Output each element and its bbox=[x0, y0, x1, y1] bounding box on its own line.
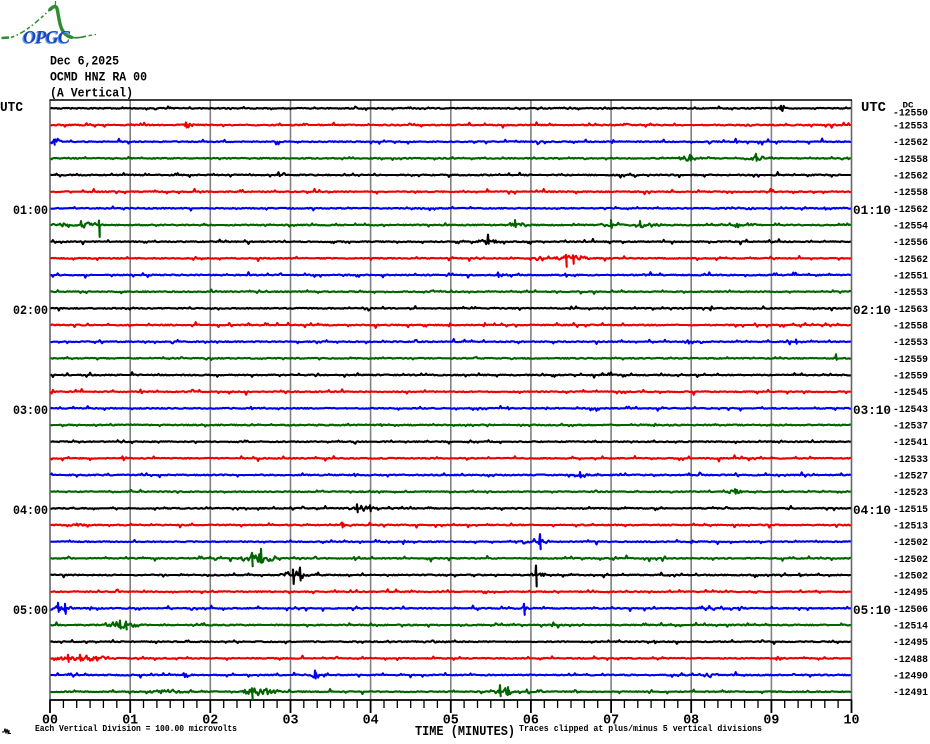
svg-text:-12537: -12537 bbox=[893, 422, 928, 433]
svg-text:Traces clipped at plus/minus 5: Traces clipped at plus/minus 5 vertical … bbox=[519, 724, 762, 734]
svg-text:01: 01 bbox=[122, 713, 138, 729]
svg-text:-12523: -12523 bbox=[893, 488, 928, 499]
svg-text:-12553: -12553 bbox=[893, 288, 928, 299]
svg-text:-12559: -12559 bbox=[893, 372, 928, 383]
svg-text:-12550: -12550 bbox=[893, 109, 928, 120]
svg-text:-12488: -12488 bbox=[893, 655, 928, 666]
svg-text:-12553: -12553 bbox=[893, 338, 928, 349]
svg-text:-12545: -12545 bbox=[893, 388, 928, 399]
svg-text:02:10: 02:10 bbox=[853, 303, 891, 318]
svg-text:-12543: -12543 bbox=[893, 405, 928, 416]
svg-text:-12495: -12495 bbox=[893, 588, 928, 599]
svg-text:UTC: UTC bbox=[861, 100, 887, 116]
svg-text:08: 08 bbox=[683, 713, 699, 729]
svg-text:-12506: -12506 bbox=[893, 605, 928, 616]
svg-text:04:00: 04:00 bbox=[13, 503, 48, 518]
svg-text:-12514: -12514 bbox=[893, 622, 928, 633]
svg-text:00: 00 bbox=[42, 713, 58, 729]
svg-text:-12495: -12495 bbox=[893, 638, 928, 649]
svg-text:-12559: -12559 bbox=[893, 355, 928, 366]
svg-text:TIME (MINUTES): TIME (MINUTES) bbox=[415, 725, 515, 740]
svg-text:-12553: -12553 bbox=[893, 122, 928, 133]
svg-text:OPGC: OPGC bbox=[23, 27, 71, 47]
svg-text:04:10: 04:10 bbox=[853, 503, 891, 518]
svg-text:-12502: -12502 bbox=[893, 555, 928, 566]
svg-text:05: 05 bbox=[443, 713, 459, 729]
svg-text:OPGC: OPGC bbox=[22, 28, 70, 48]
svg-text:03:00: 03:00 bbox=[13, 403, 48, 418]
svg-text:-12491: -12491 bbox=[893, 688, 928, 699]
svg-text:05:10: 05:10 bbox=[853, 603, 891, 618]
svg-text:Dec 6,2025: Dec 6,2025 bbox=[50, 54, 119, 69]
svg-text:UTC: UTC bbox=[0, 100, 24, 116]
svg-text:03: 03 bbox=[283, 713, 299, 729]
svg-text:02:00: 02:00 bbox=[13, 303, 48, 318]
svg-text:-12554: -12554 bbox=[893, 222, 928, 233]
svg-text:06: 06 bbox=[523, 713, 539, 729]
svg-text:-12502: -12502 bbox=[893, 538, 928, 549]
svg-text:09: 09 bbox=[763, 713, 779, 729]
svg-text:02: 02 bbox=[202, 713, 218, 729]
svg-text:-12562: -12562 bbox=[893, 255, 928, 266]
svg-text:-12556: -12556 bbox=[893, 238, 928, 249]
svg-text:-12558: -12558 bbox=[893, 188, 928, 199]
svg-text:-12551: -12551 bbox=[893, 272, 928, 283]
svg-text:10: 10 bbox=[844, 713, 860, 729]
svg-text:-12513: -12513 bbox=[893, 522, 928, 533]
svg-text:03:10: 03:10 bbox=[853, 403, 891, 418]
svg-text:-12563: -12563 bbox=[893, 305, 928, 316]
svg-text:-12515: -12515 bbox=[893, 505, 928, 516]
svg-text:05:00: 05:00 bbox=[13, 603, 48, 618]
svg-text:-12533: -12533 bbox=[893, 455, 928, 466]
svg-text:OCMD HNZ RA 00: OCMD HNZ RA 00 bbox=[50, 70, 147, 85]
svg-text:-12562: -12562 bbox=[893, 138, 928, 149]
svg-text:-12562: -12562 bbox=[893, 205, 928, 216]
svg-text:DC: DC bbox=[903, 101, 914, 111]
svg-text:07: 07 bbox=[603, 713, 619, 729]
svg-text:Each Vertical Division = 100.: Each Vertical Division = 100.00 microvol… bbox=[35, 724, 237, 734]
svg-text:-12502: -12502 bbox=[893, 572, 928, 583]
svg-text:-12490: -12490 bbox=[893, 672, 928, 683]
svg-text:01:10: 01:10 bbox=[853, 203, 891, 218]
svg-text:-12527: -12527 bbox=[893, 472, 928, 483]
svg-text:01:00: 01:00 bbox=[13, 203, 48, 218]
svg-text:(A Vertical): (A Vertical) bbox=[50, 86, 133, 101]
svg-text:-12562: -12562 bbox=[893, 172, 928, 183]
svg-text:04: 04 bbox=[363, 713, 379, 729]
svg-text:-12541: -12541 bbox=[893, 438, 928, 449]
svg-text:-12558: -12558 bbox=[893, 155, 928, 166]
svg-text:-12558: -12558 bbox=[893, 322, 928, 333]
